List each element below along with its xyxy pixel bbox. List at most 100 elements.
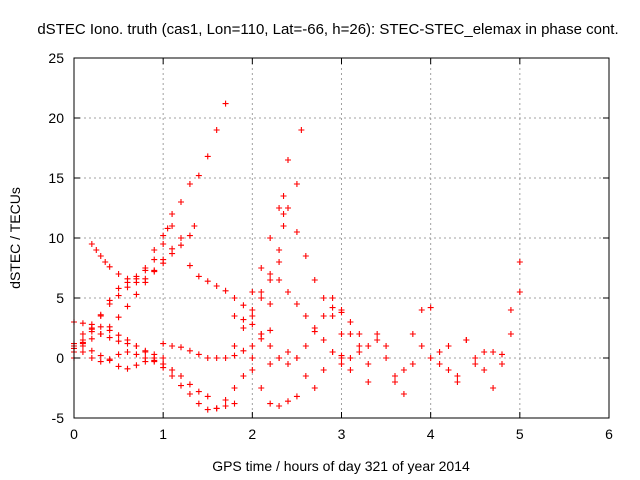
data-point <box>106 301 113 307</box>
data-point <box>169 373 176 379</box>
data-point <box>293 355 300 361</box>
data-point <box>231 343 238 349</box>
data-point <box>133 279 140 286</box>
data-point <box>106 356 113 363</box>
data-point <box>267 301 274 307</box>
data-point <box>276 277 283 283</box>
data-point <box>427 355 434 361</box>
data-point <box>418 343 425 349</box>
data-point <box>88 321 95 328</box>
data-point <box>329 349 336 355</box>
data-point <box>311 385 318 391</box>
data-point <box>338 307 345 313</box>
data-point <box>285 398 291 405</box>
data-point <box>276 247 283 253</box>
data-point <box>249 355 256 361</box>
data-point <box>115 285 122 292</box>
data-point <box>178 242 184 249</box>
data-point <box>115 338 122 345</box>
data-point <box>231 385 238 391</box>
data-point <box>249 307 256 313</box>
data-point <box>516 259 523 265</box>
data-point <box>142 267 149 274</box>
data-point <box>186 232 193 239</box>
x-tick-label: 6 <box>605 426 613 442</box>
data-point <box>195 273 202 280</box>
data-point <box>267 235 274 241</box>
data-point <box>311 325 318 331</box>
data-point <box>400 367 407 373</box>
data-point <box>409 361 416 367</box>
data-point <box>383 355 390 361</box>
data-point <box>507 331 514 337</box>
data-point <box>204 153 211 160</box>
data-point <box>169 250 176 257</box>
y-tick-label: 5 <box>56 290 64 306</box>
data-point <box>124 284 131 291</box>
data-point <box>347 319 354 325</box>
data-point <box>392 379 398 385</box>
data-point <box>293 229 300 235</box>
data-point <box>347 367 354 373</box>
data-point <box>178 235 184 241</box>
data-point <box>124 365 131 372</box>
data-point <box>186 391 193 397</box>
data-point <box>115 314 122 321</box>
data-point <box>213 127 220 133</box>
data-point <box>302 253 309 259</box>
data-point <box>302 313 309 319</box>
data-point <box>151 267 158 274</box>
x-tick-label: 2 <box>248 426 256 442</box>
y-tick-label: 20 <box>48 110 64 126</box>
data-point <box>213 355 220 361</box>
data-point <box>338 361 345 367</box>
axis-ticks: 0 1 2 3 4 5 6 -5 0 5 10 15 20 25 <box>48 50 613 442</box>
data-point <box>267 277 274 283</box>
data-point <box>280 193 287 199</box>
data-point <box>222 403 229 409</box>
data-point <box>222 397 229 403</box>
data-point <box>178 373 184 379</box>
data-point <box>160 232 167 239</box>
data-point <box>365 343 372 349</box>
data-point <box>213 405 220 412</box>
data-point <box>374 331 381 337</box>
data-point <box>124 303 131 310</box>
x-axis-label: GPS time / hours of day 321 of year 2014 <box>212 458 470 474</box>
data-point <box>338 355 345 361</box>
y-tick-label: 0 <box>56 350 64 366</box>
data-point <box>195 400 202 407</box>
x-tick-label: 1 <box>159 426 167 442</box>
data-point <box>258 385 265 391</box>
data-point <box>374 337 381 343</box>
data-point <box>240 316 247 323</box>
data-point <box>258 289 265 295</box>
data-point <box>240 325 247 331</box>
data-point <box>97 358 104 365</box>
data-point <box>151 256 158 263</box>
data-point <box>249 289 256 295</box>
data-point <box>231 313 238 319</box>
data-point <box>133 362 140 369</box>
data-point <box>365 361 372 367</box>
data-point <box>142 347 149 354</box>
data-point <box>97 323 104 330</box>
data-point <box>142 355 149 361</box>
data-point <box>400 391 407 397</box>
data-point <box>454 373 461 379</box>
data-point <box>124 340 131 347</box>
grid-layer <box>74 58 609 418</box>
data-point <box>249 313 256 319</box>
data-point <box>169 211 176 217</box>
data-point <box>276 355 283 361</box>
data-point <box>79 331 86 337</box>
data-point <box>102 259 109 265</box>
data-point <box>88 328 95 335</box>
data-point <box>97 352 104 359</box>
x-tick-label: 3 <box>338 426 346 442</box>
data-point <box>204 355 211 361</box>
data-point <box>115 351 122 358</box>
data-point <box>329 304 336 311</box>
data-point <box>160 364 167 371</box>
data-point <box>267 400 274 407</box>
